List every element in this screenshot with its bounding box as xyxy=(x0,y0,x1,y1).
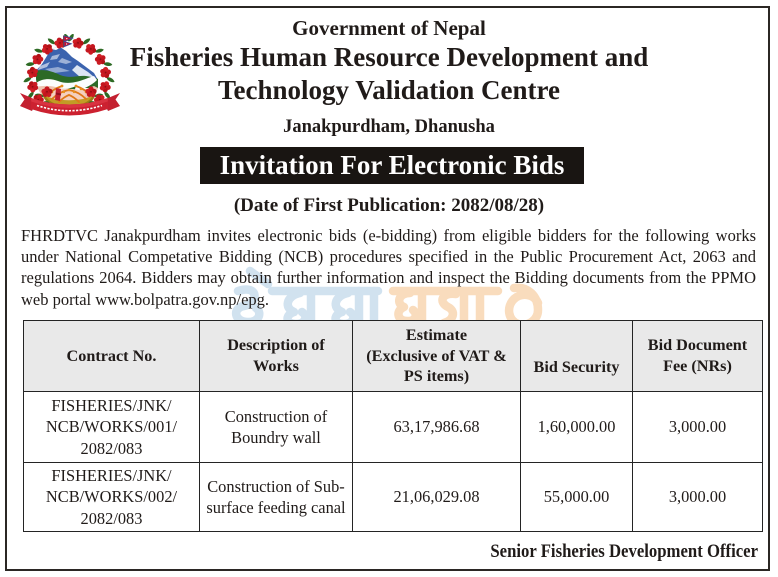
cell-line: 2082/083 xyxy=(80,438,143,458)
ribbon-script xyxy=(36,104,103,112)
ribbon-banner xyxy=(20,93,120,116)
row1-estimate: 63,17,986.68 xyxy=(352,391,521,463)
header-line: Fee (NRs) xyxy=(663,357,732,375)
org-name-line1: Fisheries Human Resource Development and xyxy=(129,42,649,72)
header-line: Description of xyxy=(227,336,325,355)
row2-bid-security: 55,000.00 xyxy=(520,462,633,532)
header-line: PS items) xyxy=(403,367,470,386)
table-header-row: Contract No. Description of Works Estima… xyxy=(23,320,763,392)
cell-line: NCB/WORKS/001/ xyxy=(45,417,178,437)
header-line: Works xyxy=(253,357,299,375)
notice-line-2: under National Competative Bidding (NCB)… xyxy=(21,246,756,266)
cell-line: 2082/083 xyxy=(80,508,143,528)
signature-line: Senior Fisheries Development Officer xyxy=(490,540,758,562)
bids-table: Contract No. Description of Works Estima… xyxy=(23,320,763,532)
cell-line: surface feeding canal xyxy=(206,498,346,517)
cell-line: NCB/WORKS/002/ xyxy=(45,487,178,507)
col-header-estimate: Estimate (Exclusive of VAT & PS items) xyxy=(352,320,521,392)
government-line: Government of Nepal xyxy=(292,16,486,40)
publication-date-line: (Date of First Publication: 2082/08/28) xyxy=(233,195,545,216)
header-line: Bid Security xyxy=(533,358,620,377)
notice-title-banner: Invitation For Electronic Bids xyxy=(200,147,584,184)
notice-line-4: web portal www.bolpatra.gov.np/epg. xyxy=(21,289,270,309)
notice-line-1: FHRDTVC Janakpurdham invites electronic … xyxy=(21,225,756,245)
col-header-bid-security: Bid Security xyxy=(520,320,633,392)
nepal-emblem-logo xyxy=(20,34,120,116)
header-line: (Exclusive of VAT & xyxy=(366,346,507,365)
col-header-bid-document-fee: Bid Document Fee (NRs) xyxy=(632,320,763,392)
cell-line: Boundry wall xyxy=(231,428,321,447)
cell-line: Construction of Sub- xyxy=(207,476,345,496)
row1-bid-security: 1,60,000.00 xyxy=(520,391,633,463)
table-row-2: FISHERIES/JNK/ NCB/WORKS/002/ 2082/083 C… xyxy=(23,462,763,532)
row2-description: Construction of Sub- surface feeding can… xyxy=(199,462,353,532)
header-line: Contract No. xyxy=(66,346,157,365)
row2-contract-no: FISHERIES/JNK/ NCB/WORKS/002/ 2082/083 xyxy=(23,462,200,532)
cell-line: FISHERIES/JNK/ xyxy=(51,396,172,416)
col-header-contract-no: Contract No. xyxy=(23,320,200,392)
row1-contract-no: FISHERIES/JNK/ NCB/WORKS/001/ 2082/083 xyxy=(23,391,200,463)
nepal-flag-icon xyxy=(63,35,74,48)
location-line: Janakpurdham, Dhanusha xyxy=(283,116,495,137)
cell-line: FISHERIES/JNK/ xyxy=(51,466,172,486)
table-row-1: FISHERIES/JNK/ NCB/WORKS/001/ 2082/083 C… xyxy=(23,391,763,463)
row2-bid-document-fee: 3,000.00 xyxy=(632,462,763,532)
row1-bid-document-fee: 3,000.00 xyxy=(632,391,763,463)
page-border-frame xyxy=(5,6,770,571)
notice-paragraph: FHRDTVC Janakpurdham invites electronic … xyxy=(21,225,756,311)
col-header-description: Description of Works xyxy=(199,320,353,392)
header-line: Estimate xyxy=(405,326,468,345)
cell-line: Construction of xyxy=(224,406,328,426)
org-name-line2: Technology Validation Centre xyxy=(217,74,561,105)
row2-estimate: 21,06,029.08 xyxy=(352,462,521,532)
notice-line-3: regulations 2064. Bidders may obtain fur… xyxy=(21,268,756,288)
header-line: Bid Document xyxy=(647,336,748,355)
row1-description: Construction of Boundry wall xyxy=(199,391,353,463)
